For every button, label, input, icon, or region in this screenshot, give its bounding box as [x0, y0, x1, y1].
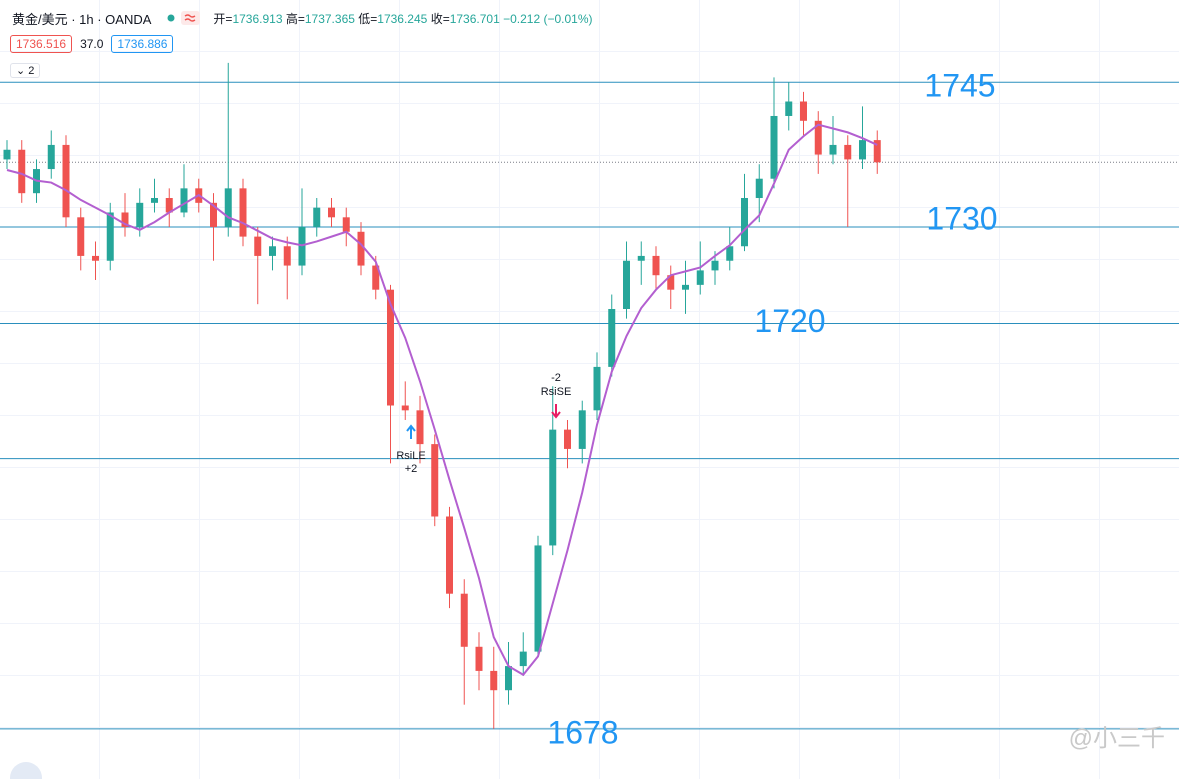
ohlc-value: 1736.913 [232, 11, 283, 26]
candle-body [741, 198, 748, 247]
signal-qty: -2 [551, 372, 561, 384]
candle-body [47, 144, 55, 170]
ohlc-value: 1737.365 [304, 11, 355, 26]
candle-body [77, 217, 85, 256]
delay-icon [185, 14, 196, 22]
ohlc-value: 1736.701 [449, 11, 500, 26]
candle-body [151, 198, 158, 203]
buy-price[interactable]: 1736.886 [111, 35, 174, 53]
indicator-toggle[interactable]: ⌄ 2 [10, 62, 41, 78]
candle-body [844, 144, 852, 160]
change-pct: (−0.01%) [543, 11, 593, 26]
watermark: @小三千 [1068, 725, 1165, 752]
candle-body [770, 115, 778, 179]
candle-body [224, 188, 232, 227]
candle-body [519, 651, 527, 667]
candle-body [623, 260, 630, 309]
candle-body [549, 429, 557, 546]
level-label: 1720 [754, 303, 825, 339]
change: −0.212 [503, 11, 541, 26]
candle-body [254, 236, 262, 256]
candle-body [460, 593, 468, 647]
ohlc-value: 1736.245 [377, 11, 428, 26]
candle-body [785, 101, 793, 116]
symbol[interactable]: 黄金/美元 · 1h · OANDA [12, 11, 152, 27]
candle-body [328, 207, 335, 218]
candle-body [873, 140, 881, 163]
candle-body [859, 140, 866, 160]
candle-body [313, 207, 321, 227]
signal-name: RsiSE [541, 386, 572, 398]
candle-body [593, 366, 601, 411]
candle-body [608, 308, 616, 367]
candle-body [829, 144, 837, 155]
candle-body [446, 516, 453, 594]
candle-body [814, 120, 822, 155]
moving-average [6, 123, 878, 677]
candle-body [490, 670, 498, 691]
candle-body [800, 101, 807, 121]
ohlc: 开=1736.913 高=1737.365 低=1736.245 收=1736.… [213, 10, 592, 27]
level-label: 1745 [924, 68, 995, 104]
ohlc-label: 收= [430, 11, 450, 26]
sell-price[interactable]: 1736.516 [10, 35, 73, 53]
candle-body [505, 666, 512, 691]
candle-body [696, 270, 704, 285]
logo-circle [10, 762, 42, 779]
candle-body [475, 646, 483, 671]
indicator-row: ⌄ 2 [10, 61, 593, 79]
candle-body [239, 188, 247, 237]
candle-body [387, 289, 394, 406]
spread: 37.0 [80, 37, 104, 51]
status-icons [167, 11, 201, 25]
candle-body [342, 217, 350, 232]
candle-body [431, 444, 439, 517]
quote-row: 1736.516 37.0 1736.886 [10, 35, 593, 53]
delay-badge [181, 11, 201, 25]
candle-body [578, 410, 586, 449]
signal-name: RsiLE [396, 450, 425, 462]
candle-body [416, 410, 424, 445]
candle-body [726, 246, 734, 261]
candle-body [682, 284, 689, 290]
candle-body [3, 149, 11, 160]
candle-body [534, 545, 542, 652]
candle-body [637, 255, 645, 261]
signal-arrow [551, 404, 561, 419]
candle-body [711, 260, 719, 271]
candle-body [357, 231, 365, 266]
ohlc-label: 低= [358, 11, 378, 26]
ohlc-label: 高= [285, 11, 305, 26]
candle-body [372, 265, 380, 290]
candle-body [18, 149, 26, 194]
candle-body [165, 198, 173, 213]
candle-body [92, 255, 99, 261]
candle-body [136, 202, 144, 227]
candle-body [106, 212, 114, 261]
candle-body [564, 429, 571, 449]
candle-body [667, 275, 675, 290]
candle-body [210, 202, 217, 227]
candle-body [755, 178, 763, 199]
candle-body [401, 405, 409, 411]
candle-body [269, 246, 276, 256]
ohlc-label: 开= [213, 11, 233, 26]
symbol-row: 黄金/美元 · 1h · OANDA 开=1736.913 高=1737.365… [12, 9, 593, 27]
candle-body [121, 212, 129, 227]
market-open-dot [167, 14, 175, 22]
signal-qty: +2 [405, 463, 418, 475]
level-label: 1678 [547, 714, 618, 750]
level-label: 1730 [926, 200, 997, 236]
indicator-count: 2 [28, 64, 35, 77]
legend-header: 黄金/美元 · 1h · OANDA 开=1736.913 高=1737.365… [10, 9, 593, 79]
logo [10, 762, 42, 779]
candle-body [652, 255, 660, 276]
candle-body [180, 188, 188, 213]
signal-arrow [406, 424, 416, 439]
candle-body [62, 144, 70, 218]
candle-body [283, 246, 291, 266]
